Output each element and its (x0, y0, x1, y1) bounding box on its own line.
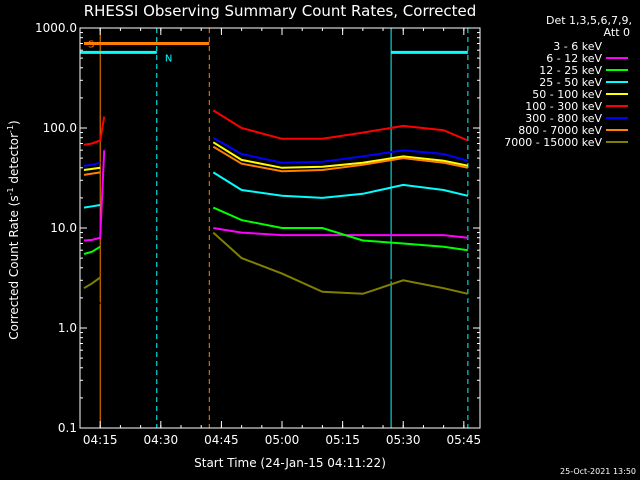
legend-item-label: 12 - 25 keV (539, 64, 602, 77)
series-line (212, 231, 469, 295)
night-label: N (165, 53, 172, 64)
legend-item-label: 50 - 100 keV (532, 88, 602, 101)
y-tick-label: 1.0 (58, 321, 77, 335)
legend-header-line2: Att 0 (604, 26, 630, 39)
x-axis-ticks: 04:15 04:30 04:45 05:00 05:15 05:30 05:45 (79, 28, 482, 447)
series-line (83, 150, 106, 242)
series-line (83, 245, 101, 255)
y-tick-label: 10.0 (50, 221, 77, 235)
x-tick-label: 04:15 (83, 433, 118, 447)
plot-annotations: SN (79, 28, 469, 428)
legend-item-label: 3 - 6 keV (553, 40, 602, 53)
series-line (212, 145, 469, 173)
series-line (83, 204, 101, 209)
series-line (212, 141, 469, 169)
y-axis-label-part2: detector (7, 133, 21, 188)
series-line (212, 136, 469, 164)
saa-label: S (88, 39, 94, 50)
legend-item-label: 100 - 300 keV (525, 100, 602, 113)
x-tick-label: 05:15 (325, 433, 360, 447)
series-line (213, 236, 469, 299)
series-line (83, 116, 106, 146)
y-tick-label: 100.0 (43, 121, 77, 135)
chart-title: RHESSI Observing Summary Count Rates, Co… (84, 2, 477, 20)
y-tick-label: 1000.0 (35, 21, 77, 35)
x-tick-label: 05:45 (447, 433, 482, 447)
legend-item-label: 7000 - 15000 keV (504, 136, 602, 149)
series-line (83, 276, 101, 290)
series-line (212, 109, 469, 142)
timestamp: 25-Oct-2021 13:50 (560, 467, 636, 476)
y-tick-label: 0.1 (58, 421, 77, 435)
x-axis-label: Start Time (24-Jan-15 04:11:22) (194, 456, 386, 470)
series-line (83, 171, 101, 176)
y-axis-label-part3: ) (7, 120, 21, 125)
y-axis-label: Corrected Count Rate (s-1 detector-1) (6, 120, 21, 339)
series-line (212, 171, 469, 199)
series-line (212, 206, 469, 252)
x-tick-label: 04:30 (144, 433, 179, 447)
y-axis-label-part1: Corrected Count Rate (s (7, 195, 21, 339)
series-line (83, 166, 101, 171)
legend-item-label: 25 - 50 keV (539, 76, 602, 89)
legend-item-label: 800 - 7000 keV (518, 124, 602, 137)
legend-item-label: 300 - 800 keV (525, 112, 602, 125)
x-tick-label: 05:00 (265, 433, 300, 447)
x-tick-label: 04:45 (204, 433, 239, 447)
y-axis-ticks: 0.1 1.0 10.0 100.0 1000.0 (35, 21, 480, 435)
series-line (83, 301, 101, 312)
plot-series (83, 109, 469, 312)
legend-header-line1: Det 1,3,5,6,7,9, (546, 14, 632, 27)
x-tick-label: 05:30 (386, 433, 421, 447)
legend-item-label: 6 - 12 keV (546, 52, 602, 65)
y-axis-label-sup2: -1 (6, 125, 15, 133)
series-line (83, 161, 101, 167)
y-axis-label-sup1: -1 (6, 187, 15, 195)
